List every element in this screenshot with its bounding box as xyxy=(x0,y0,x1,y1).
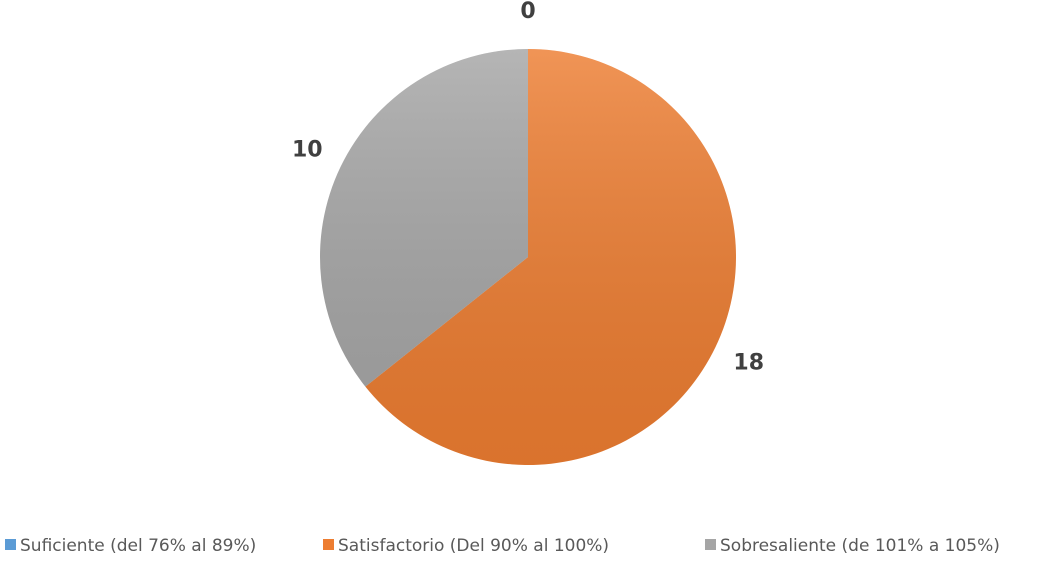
legend-swatch xyxy=(5,539,16,550)
legend-swatch xyxy=(705,539,716,550)
legend-label: Suficiente (del 76% al 89%) xyxy=(20,536,256,556)
legend-label: Sobresaliente (de 101% a 105%) xyxy=(720,536,1000,556)
legend-label: Satisfactorio (Del 90% al 100%) xyxy=(338,536,609,556)
data-label: 0 xyxy=(520,0,535,24)
data-label: 18 xyxy=(733,350,764,375)
data-label: 10 xyxy=(292,138,323,163)
legend-swatch xyxy=(323,539,334,550)
